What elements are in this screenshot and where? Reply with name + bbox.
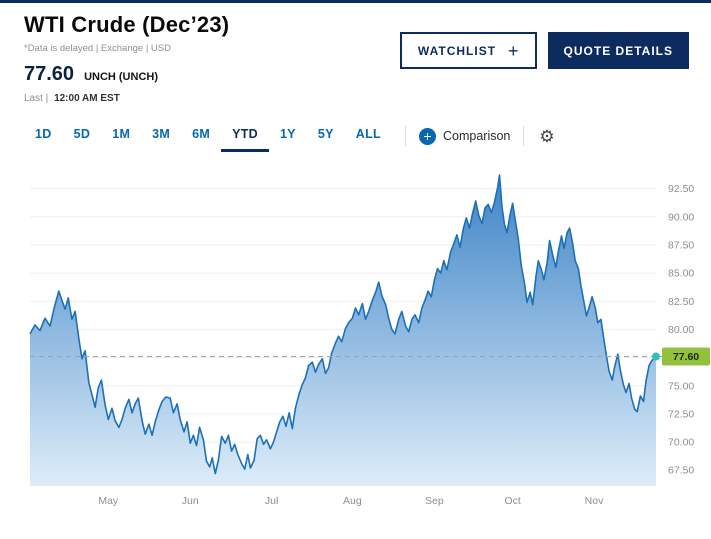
range-tabs: 1D 5D 1M 3M 6M YTD 1Y 5Y ALL: [24, 120, 392, 152]
watchlist-button-label: WATCHLIST: [417, 43, 497, 58]
add-comparison-icon: +: [418, 127, 436, 145]
y-axis-label: 70.00: [668, 437, 694, 449]
range-tab-ytd[interactable]: YTD: [221, 120, 269, 152]
y-axis-label: 80.00: [668, 324, 694, 336]
last-price-badge: [662, 347, 710, 366]
y-axis-label: 85.00: [668, 268, 694, 280]
header-buttons: WATCHLIST + QUOTE DETAILS: [399, 12, 689, 104]
price-line: [29, 174, 657, 475]
x-axis-label: Oct: [504, 495, 520, 507]
quote-details-button[interactable]: QUOTE DETAILS: [547, 32, 689, 69]
y-axis-label: 67.50: [668, 465, 694, 477]
toolbar-divider: [523, 126, 525, 146]
page-title: WTI Crude (Dec’23): [24, 12, 230, 37]
last-price: 77.60: [24, 63, 75, 85]
y-axis-label: 90.00: [668, 211, 694, 223]
range-tab-5y[interactable]: 5Y: [307, 120, 345, 152]
price-area: [30, 175, 656, 486]
quote-meta: *Data is delayed | Exchange | USD: [24, 43, 171, 54]
plus-icon: +: [508, 40, 519, 61]
range-tab-6m[interactable]: 6M: [181, 120, 221, 152]
x-axis-label: Nov: [585, 495, 604, 507]
last-row: Last | 12:00 AM EST: [24, 93, 229, 104]
toolbar-divider: [404, 126, 406, 146]
range-tab-3m[interactable]: 3M: [141, 120, 181, 152]
y-axis-label: 75.00: [668, 380, 694, 392]
x-axis-label: Jul: [265, 495, 278, 507]
x-axis-label: Aug: [343, 495, 362, 507]
last-label: Last |: [24, 93, 49, 104]
price-chart[interactable]: 67.5070.0072.5075.0077.5080.0082.5085.00…: [0, 156, 711, 528]
range-tab-1y[interactable]: 1Y: [269, 120, 307, 152]
last-timestamp: 12:00 AM EST: [54, 93, 120, 104]
range-tab-1m[interactable]: 1M: [101, 120, 141, 152]
y-axis-label: 92.50: [668, 183, 694, 195]
y-axis-label: 87.50: [668, 239, 694, 251]
quote-summary: WTI Crude (Dec’23) *Data is delayed | Ex…: [24, 12, 229, 104]
watchlist-button[interactable]: WATCHLIST +: [399, 32, 537, 69]
last-price-marker: [652, 352, 660, 361]
y-axis-label: 72.50: [668, 408, 694, 420]
settings-gear-icon[interactable]: ⚙: [539, 126, 555, 146]
range-tab-5d[interactable]: 5D: [63, 120, 102, 152]
range-tab-all[interactable]: ALL: [345, 120, 392, 152]
last-price-badge-text: 77.60: [673, 351, 699, 363]
price-change: UNCH (UNCH): [84, 71, 158, 83]
quote-details-button-label: QUOTE DETAILS: [563, 43, 673, 58]
range-tab-1d[interactable]: 1D: [24, 120, 63, 152]
chart-toolbar: 1D 5D 1M 3M 6M YTD 1Y 5Y ALL + Comparison ⚙: [0, 120, 711, 152]
x-axis-label: Sep: [425, 495, 444, 507]
top-accent-bar: [0, 0, 711, 3]
x-axis-label: Jun: [182, 495, 199, 507]
x-axis-label: May: [98, 495, 119, 507]
y-axis-label: 82.50: [668, 296, 694, 308]
comparison-button[interactable]: + Comparison: [418, 127, 511, 145]
comparison-label: Comparison: [442, 129, 511, 143]
quote-header: WTI Crude (Dec’23) *Data is delayed | Ex…: [0, 3, 711, 104]
price-row: 77.60 UNCH (UNCH): [24, 63, 229, 86]
